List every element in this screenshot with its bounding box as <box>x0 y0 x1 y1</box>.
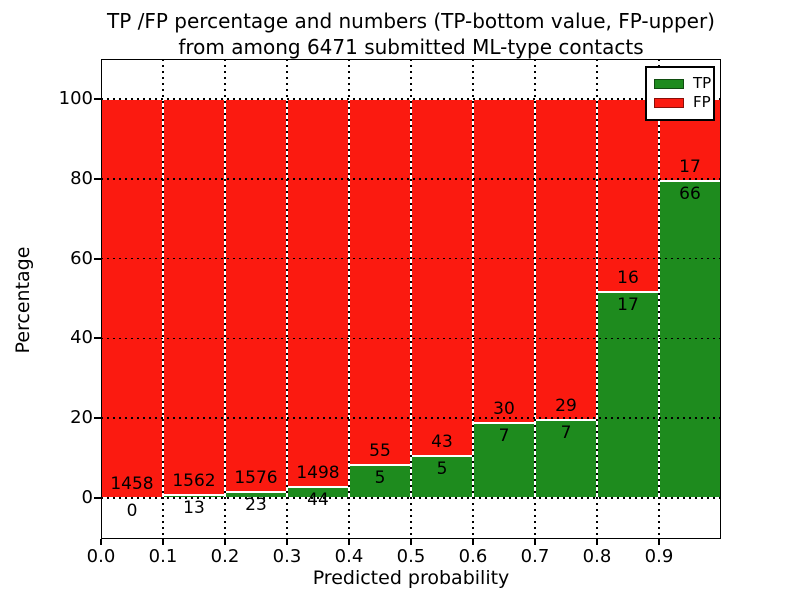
legend-row: TP <box>654 76 711 91</box>
x-tick-label: 0.6 <box>458 546 488 567</box>
vertical-gridline <box>658 59 660 539</box>
y-tick-mark <box>94 337 101 340</box>
tp-count-label: 23 <box>245 495 267 516</box>
y-axis-label: Percentage <box>12 246 34 354</box>
fp-count-label: 1576 <box>234 468 278 489</box>
vertical-gridline <box>348 59 350 539</box>
bar-fp-segment <box>535 99 597 421</box>
x-tick-label: 0.4 <box>334 546 364 567</box>
x-tick-mark <box>534 539 536 545</box>
legend-label: TP <box>693 74 712 92</box>
legend-label: FP <box>693 93 711 111</box>
horizontal-gridline <box>101 257 721 260</box>
tp-count-label: 0 <box>126 501 138 521</box>
x-axis-label: Predicted probability <box>312 567 510 589</box>
x-tick-label: 0.1 <box>148 546 178 567</box>
y-tick-label: 80 <box>70 167 93 189</box>
x-tick-mark <box>472 539 474 545</box>
x-tick-label: 0.0 <box>86 546 116 567</box>
x-tick-mark <box>224 539 226 545</box>
vertical-gridline <box>596 59 598 539</box>
tp-count-label: 17 <box>617 295 639 316</box>
fp-count-label: 17 <box>679 156 701 177</box>
horizontal-gridline <box>101 337 721 340</box>
tp-count-label: 7 <box>560 423 572 444</box>
x-tick-label: 0.7 <box>520 546 550 567</box>
bar-tp-segment <box>597 292 659 498</box>
horizontal-gridline <box>101 417 721 419</box>
chart-title: TP /FP percentage and numbers (TP-bottom… <box>101 8 721 60</box>
x-tick-mark <box>658 539 660 545</box>
x-tick-mark <box>100 539 102 545</box>
y-tick-mark <box>94 98 101 100</box>
vertical-gridline <box>472 59 474 539</box>
y-tick-mark <box>94 257 101 260</box>
tp-count-label: 13 <box>183 497 205 518</box>
plot-area: 1458 0 1562 13 1576 23 1498 44 55 5 43 5 30 7 29 7 16 17 1… <box>101 59 721 539</box>
x-tick-label: 0.2 <box>210 546 240 567</box>
y-tick-label: 100 <box>58 88 93 109</box>
vertical-gridline <box>534 59 536 539</box>
fp-count-label: 55 <box>369 440 391 461</box>
fp-count-label: 1562 <box>172 470 216 491</box>
tp-count-label: 44 <box>307 489 329 510</box>
tp-count-label: 66 <box>679 183 701 204</box>
y-tick-mark <box>94 497 101 499</box>
chart-title-line1: TP /FP percentage and numbers (TP-bottom… <box>107 9 715 33</box>
bar-fp-segment <box>411 99 473 457</box>
fp-count-label: 43 <box>431 432 453 453</box>
x-tick-mark <box>348 539 350 545</box>
vertical-gridline <box>162 59 164 539</box>
tp-count-label: 5 <box>374 467 386 488</box>
bar-fp-segment <box>597 99 659 293</box>
y-tick-label: 20 <box>70 407 93 429</box>
bar-fp-segment <box>473 99 535 423</box>
legend: TP FP <box>645 66 715 121</box>
x-tick-mark <box>162 539 164 545</box>
x-tick-mark <box>596 539 598 545</box>
y-tick-label: 0 <box>81 487 93 508</box>
fp-count-label: 29 <box>555 396 577 417</box>
horizontal-gridline <box>101 497 721 499</box>
vertical-gridline <box>224 59 226 539</box>
y-tick-mark <box>94 417 101 420</box>
x-tick-label: 0.3 <box>272 546 302 567</box>
x-tick-label: 0.8 <box>582 546 612 567</box>
bar-fp-segment <box>163 99 225 495</box>
fp-count-label: 16 <box>617 268 639 289</box>
bar-fp-segment <box>225 99 287 493</box>
vertical-gridline <box>286 59 288 539</box>
x-tick-mark <box>286 539 288 545</box>
bar-fp-segment <box>287 99 349 487</box>
bar-tp-segment <box>535 420 597 498</box>
tp-count-label: 7 <box>498 425 510 446</box>
x-tick-label: 0.9 <box>644 546 674 567</box>
bar-fp-segment <box>101 99 163 498</box>
y-tick-label: 40 <box>70 327 93 349</box>
legend-row: FP <box>654 95 711 110</box>
fp-swatch <box>654 97 684 108</box>
tp-count-label: 5 <box>436 459 448 480</box>
tp-swatch <box>654 78 684 89</box>
bar-tp-segment <box>659 180 721 498</box>
bar-tp-segment <box>349 464 411 498</box>
y-tick-mark <box>94 177 101 180</box>
fp-count-label: 1458 <box>110 474 154 494</box>
horizontal-gridline <box>101 178 721 180</box>
horizontal-gridline <box>101 98 721 100</box>
x-tick-label: 0.5 <box>396 546 426 567</box>
y-tick-label: 60 <box>70 247 93 269</box>
vertical-gridline <box>410 59 412 539</box>
bar-fp-segment <box>349 99 411 465</box>
chart-title-line2: from among 6471 submitted ML-type contac… <box>178 35 644 59</box>
x-tick-mark <box>410 539 412 545</box>
fp-count-label: 30 <box>493 398 515 419</box>
fp-count-label: 1498 <box>296 462 340 483</box>
